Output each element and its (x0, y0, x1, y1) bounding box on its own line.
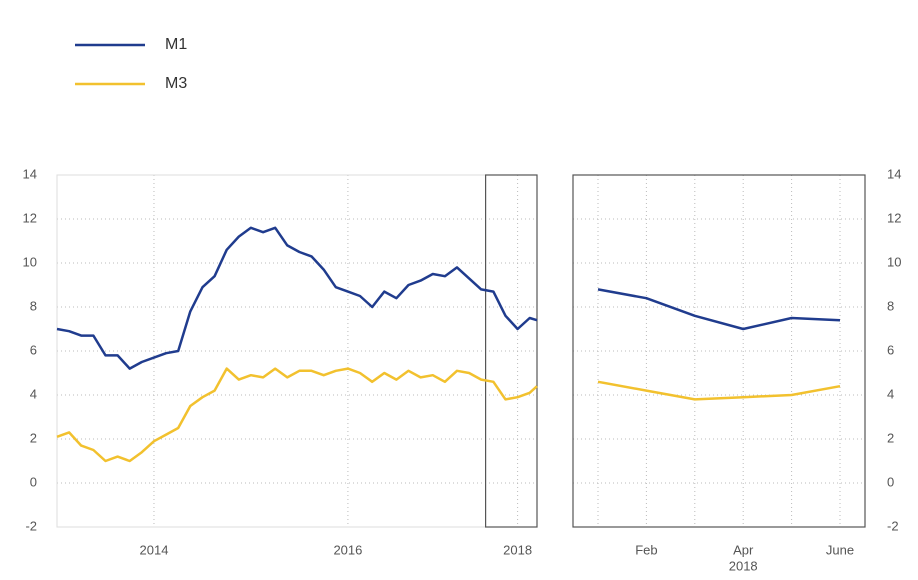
x-tick-label: 2016 (333, 542, 362, 557)
y-tick-label: 2 (887, 430, 894, 445)
y-tick-label: 6 (30, 342, 37, 357)
y-tick-label: 6 (887, 342, 894, 357)
y-tick-label: -2 (887, 518, 899, 533)
x-tick-label: Apr (733, 542, 754, 557)
legend-label: M1 (165, 36, 187, 53)
y-tick-label: 12 (887, 210, 901, 225)
y-tick-label: 10 (23, 254, 37, 269)
y-tick-label: 14 (887, 166, 901, 181)
y-tick-label: 0 (30, 474, 37, 489)
y-tick-label: -2 (25, 518, 37, 533)
y-tick-label: 14 (23, 166, 37, 181)
y-tick-label: 0 (887, 474, 894, 489)
panel-frame (572, 174, 866, 528)
legend-label: M3 (165, 75, 187, 92)
series-line (597, 380, 841, 401)
y-tick-label: 12 (23, 210, 37, 225)
highlight-box (485, 174, 538, 528)
x-tick-label: 2014 (140, 542, 169, 557)
y-tick-label: 4 (30, 386, 37, 401)
y-tick-label: 8 (887, 298, 894, 313)
y-tick-label: 4 (887, 386, 894, 401)
x-tick-label: Feb (635, 542, 657, 557)
series-line (56, 367, 538, 463)
y-tick-label: 8 (30, 298, 37, 313)
y-tick-label: 2 (30, 430, 37, 445)
x-tick-label: 2018 (503, 542, 532, 557)
x-axis-label: 2018 (729, 558, 758, 573)
y-tick-label: 10 (887, 254, 901, 269)
x-tick-label: June (826, 542, 854, 557)
series-line (56, 226, 538, 370)
series-line (597, 288, 841, 331)
